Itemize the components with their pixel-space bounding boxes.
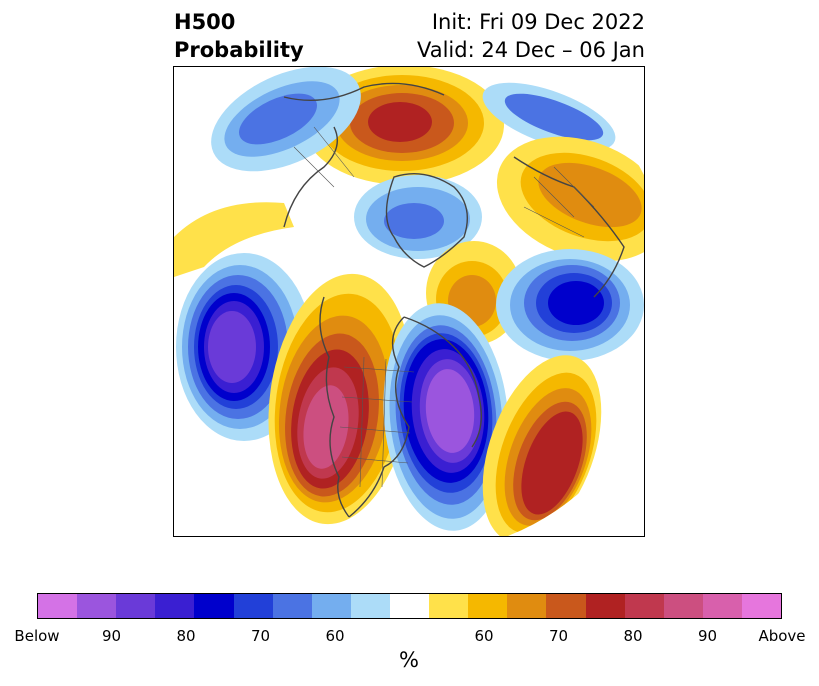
colorbar-tick-label: 60 [474, 627, 494, 645]
colorbar-segment [663, 594, 703, 618]
colorbar-tick-label: 70 [250, 627, 271, 645]
colorbar-segment [389, 594, 430, 618]
warm-anomaly-west-pacific [174, 202, 294, 277]
variable-title: H500 [174, 10, 236, 34]
product-title: Probability [174, 38, 304, 62]
colorbar-tick-label: 90 [101, 627, 122, 645]
cold-anomaly-northeast [482, 82, 616, 152]
colorbar-tick-label: 80 [623, 627, 643, 645]
colorbar-segment [429, 594, 469, 618]
warm-anomaly-siberia [304, 67, 504, 185]
colorbar-segment [507, 594, 547, 618]
colorbar-segment [155, 594, 195, 618]
colorbar-segment [741, 594, 782, 618]
colorbar-segment [468, 594, 508, 618]
colorbar-segment [350, 594, 390, 618]
colorbar-tick-label: 60 [325, 627, 345, 645]
colorbar-tick-label: 80 [176, 627, 196, 645]
colorbar [37, 593, 782, 619]
colorbar-segment [194, 594, 234, 618]
colorbar-segment [546, 594, 586, 618]
colorbar-segment [116, 594, 156, 618]
colorbar-segment [77, 594, 117, 618]
colorbar-unit-label: % [399, 648, 419, 672]
cold-anomaly-eurasia [496, 249, 644, 361]
colorbar-segment [585, 594, 625, 618]
colorbar-tick-label: 90 [697, 627, 718, 645]
title-block-left: H500 Probability [174, 8, 304, 64]
init-time-label: Init: Fri 09 Dec 2022 [431, 10, 645, 34]
title-block-right: Init: Fri 09 Dec 2022 Valid: 24 Dec – 06… [417, 8, 645, 64]
colorbar-segment [38, 594, 78, 618]
colorbar-tick-label: 70 [548, 627, 569, 645]
cold-anomaly-pacific [176, 253, 312, 441]
cold-anomaly-eastern-north-america [383, 303, 509, 531]
colorbar-segment [702, 594, 742, 618]
colorbar-segment [311, 594, 351, 618]
probability-map [174, 67, 644, 536]
valid-period-label: Valid: 24 Dec – 06 Jan [416, 38, 645, 62]
colorbar-segment [624, 594, 664, 618]
colorbar-tick-label: Below [14, 627, 60, 645]
colorbar-segment [233, 594, 273, 618]
warm-anomaly-western-north-america [268, 273, 412, 525]
colorbar-tick-label: Above [758, 627, 806, 645]
map-panel [173, 66, 645, 537]
colorbar-segment [272, 594, 312, 618]
political-borders [293, 126, 595, 488]
warm-anomaly-atlantic [482, 355, 602, 536]
coastlines [283, 82, 625, 518]
warm-anomaly-europe [496, 136, 644, 262]
